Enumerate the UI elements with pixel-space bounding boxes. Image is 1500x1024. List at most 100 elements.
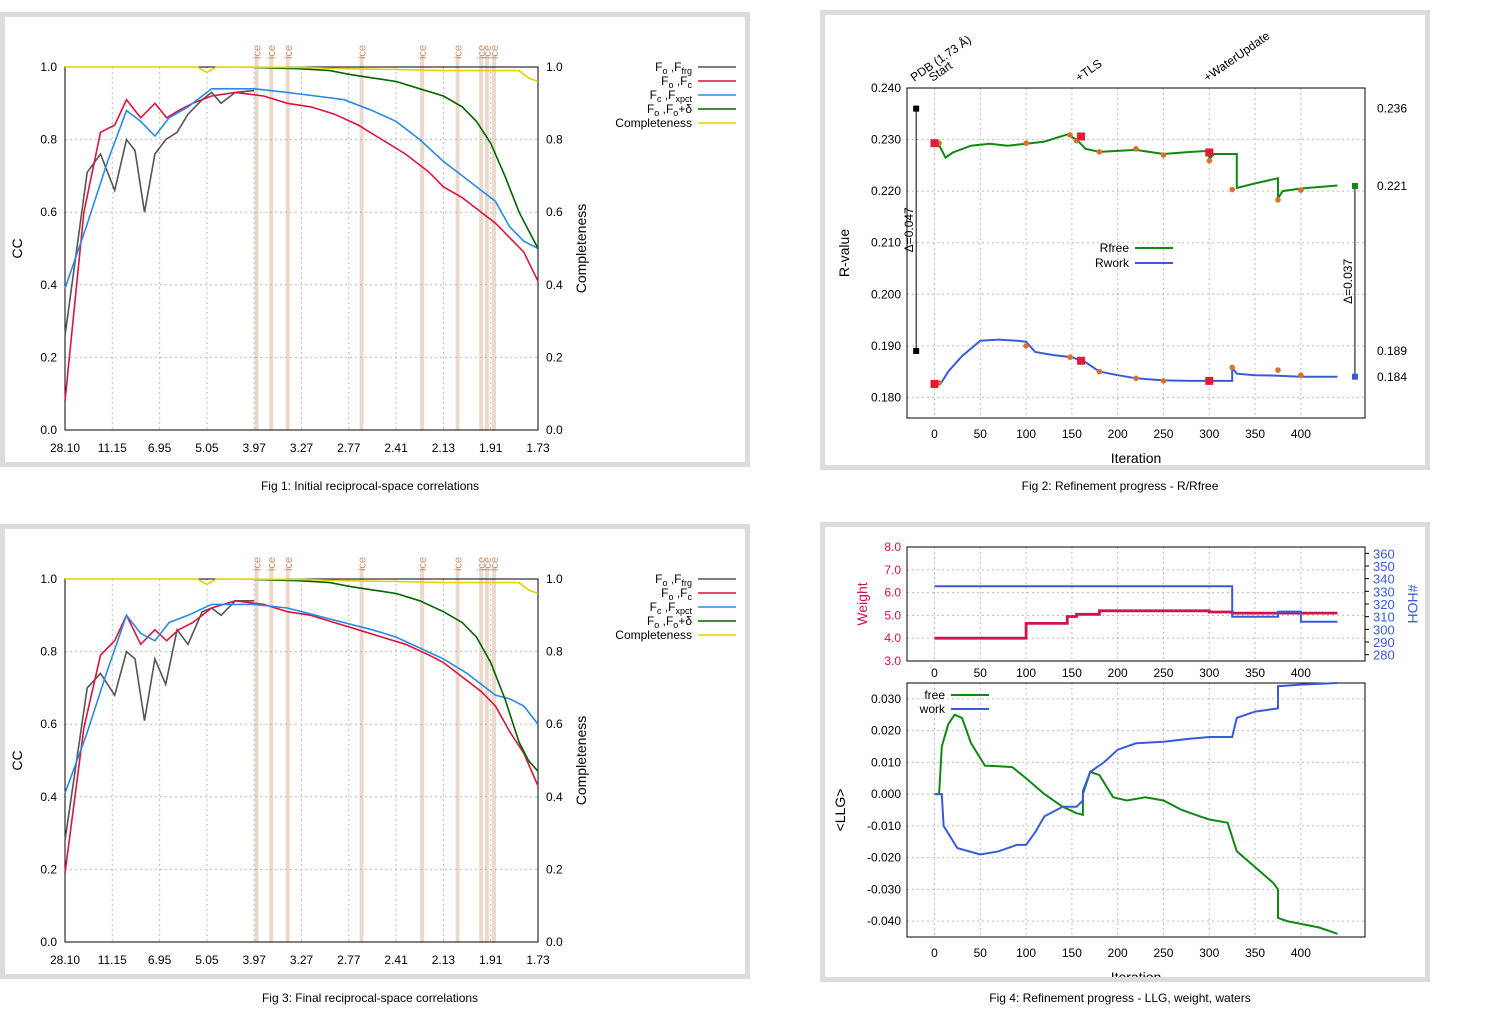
y2-axis-label: Completeness	[573, 204, 589, 294]
ice-label: ice	[489, 557, 501, 571]
legend-label: Completeness	[615, 116, 692, 130]
y-tick-label: 0.220	[871, 184, 901, 198]
legend-label: free	[924, 688, 945, 702]
y-axis-label: R-value	[836, 229, 852, 277]
y-axis-label: CC	[9, 750, 25, 770]
iteration-marker	[1275, 367, 1281, 373]
pdb-delta-label: Δ=0.047	[902, 207, 916, 252]
right-value-label: 0.221	[1377, 179, 1407, 193]
weight-tick-label: 3.0	[884, 654, 901, 668]
x-tick-label: 6.95	[148, 441, 172, 455]
x-tick-label: 0	[931, 427, 938, 441]
x-tick-label: 2.77	[337, 441, 361, 455]
ice-label: ice	[489, 45, 501, 59]
ice-label: ice	[482, 557, 494, 571]
x-tick-label: 200	[1108, 946, 1128, 960]
x-tick-label: 0	[931, 946, 938, 960]
y2-tick-label: 1.0	[546, 60, 563, 74]
x-tick-label: 3.27	[290, 953, 314, 967]
x-tick-label: 300	[1199, 427, 1219, 441]
series-line-weight	[934, 609, 1338, 640]
series-line-free	[934, 713, 1338, 935]
ice-label: ice	[453, 557, 465, 571]
weight-tick-label: 4.0	[884, 631, 901, 645]
ice-band	[285, 567, 290, 942]
ice-band	[455, 55, 460, 430]
hoh-tick-label: 350	[1373, 559, 1395, 574]
series-line-work	[934, 682, 1338, 856]
ice-band	[479, 567, 484, 942]
x-tick-label: 50	[974, 946, 988, 960]
x-tick-label: 250	[1153, 427, 1173, 441]
ice-label: ice	[357, 45, 369, 59]
series-line-yellow	[65, 578, 539, 595]
y2-tick-label: 0.0	[546, 935, 563, 949]
ice-label: ice	[482, 45, 494, 59]
x-tick-label: 50	[974, 666, 988, 680]
y-tick-label: 0.2	[40, 862, 57, 876]
iteration-marker	[1096, 368, 1103, 375]
legend-label: Fo ,Ffrg	[655, 572, 692, 588]
ice-band	[455, 567, 460, 942]
ice-label: ice	[417, 557, 429, 571]
ice-label: ice	[417, 45, 429, 59]
top-plot-frame	[906, 546, 1366, 662]
bottom-plot-frame	[906, 682, 1366, 938]
pdb-rwork-marker	[913, 347, 920, 354]
ice-label: ice	[252, 557, 264, 571]
stage-marker	[930, 139, 939, 148]
ice-label: ice	[266, 45, 278, 59]
y-tick-label: 1.0	[40, 60, 57, 74]
x-tick-label: 5.05	[195, 441, 219, 455]
series-line-hoh	[934, 585, 1338, 623]
x-tick-label: 350	[1245, 946, 1265, 960]
legend-label: Fc ,Fxpct	[650, 600, 693, 616]
figure-1-panel: 0.0 0.0 0.2 0.2 0.4 0.4 0.6 0.6 0.8 0.8 1.0 1.0 28.1…	[0, 12, 750, 467]
y-tick-label: 0.8	[40, 645, 57, 659]
x-tick-label: 1.73	[526, 953, 550, 967]
x-tick-label: 6.95	[148, 953, 172, 967]
x-tick-label: 250	[1153, 946, 1173, 960]
x-tick-label: 11.15	[98, 953, 127, 967]
y-tick-label: 0.000	[871, 787, 901, 801]
iteration-marker	[1229, 186, 1235, 193]
stage-annotation: +TLS	[1073, 56, 1105, 84]
ice-label: ice	[476, 557, 488, 571]
series-line-gray	[64, 600, 255, 841]
y-axis-label: CC	[9, 238, 25, 258]
legend-label: Fo ,Fc	[661, 586, 692, 602]
series-line-blue	[64, 603, 539, 794]
y2-tick-label: 0.8	[546, 645, 563, 659]
ice-band	[269, 55, 274, 430]
y2-tick-label: 0.8	[546, 133, 563, 147]
series-line-red	[64, 599, 539, 874]
ice-band	[492, 567, 497, 942]
y-tick-label: 0.6	[40, 717, 57, 731]
x-tick-label: 150	[1062, 427, 1082, 441]
y-tick-label: 0.230	[871, 133, 901, 147]
y-tick-label: 0.200	[871, 287, 901, 301]
ice-band	[254, 567, 259, 942]
x-tick-label: 3.27	[290, 441, 314, 455]
x-tick-label: 250	[1153, 666, 1173, 680]
iteration-marker	[1160, 152, 1167, 158]
iteration-marker	[1133, 146, 1139, 152]
iteration-marker	[1067, 132, 1073, 138]
y2-axis-label: Completeness	[573, 716, 589, 806]
y-tick-label: 0.6	[40, 205, 57, 219]
ice-band	[484, 55, 489, 430]
y-tick-label: 0.010	[871, 755, 901, 769]
final-rwork-marker	[1351, 373, 1358, 380]
legend-label: Fo ,Fo+δ	[647, 614, 692, 630]
x-tick-label: 300	[1199, 666, 1219, 680]
ice-band	[479, 55, 484, 430]
hoh-tick-label: 330	[1373, 584, 1395, 599]
x-tick-label: 400	[1291, 427, 1311, 441]
y2-tick-label: 0.4	[546, 790, 563, 804]
x-tick-label: 200	[1108, 427, 1128, 441]
fig3-caption: Fig 3: Final reciprocal-space correlatio…	[261, 991, 479, 1005]
ice-band	[359, 55, 364, 430]
y2-tick-label: 0.6	[546, 205, 563, 219]
x-tick-label: 350	[1245, 666, 1265, 680]
ice-band	[420, 567, 425, 942]
